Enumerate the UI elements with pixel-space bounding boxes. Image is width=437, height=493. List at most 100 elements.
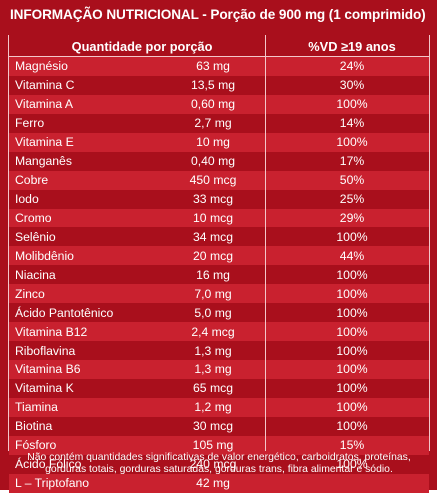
nutrient-vd: 100% — [336, 324, 368, 339]
table-row: Vitamina K 65 mcg 100% — [9, 378, 429, 398]
nutrient-vd: 14% — [339, 116, 365, 131]
table-row: Ferro 2,7 mg 14% — [9, 113, 429, 133]
nutrient-amount: 34 mcg — [193, 229, 233, 244]
nutrient-amount: 1,3 mg — [194, 362, 232, 377]
header-vd: %VD ≥19 anos — [308, 38, 396, 54]
nutrient-amount: 20 mcg — [193, 248, 233, 263]
nutrient-vd: 44% — [339, 248, 365, 263]
table-row: Fósforo 105 mg 15% — [9, 435, 429, 455]
nutrient-vd: 100% — [336, 343, 368, 358]
nutrient-vd: 100% — [336, 400, 368, 415]
nutrient-vd: 15% — [339, 438, 365, 453]
table-row: Molibdênio 20 mcg 44% — [9, 246, 429, 266]
nutrient-vd: 100% — [336, 457, 368, 472]
nutrient-name: Vitamina K — [15, 381, 74, 396]
nutrient-vd: 100% — [336, 267, 368, 282]
table-column-divider — [265, 35, 266, 451]
nutrient-name: Fósforo — [15, 438, 57, 453]
table-row: Manganês 0,40 mg 17% — [9, 151, 429, 171]
nutrient-amount: 7,0 mg — [194, 286, 232, 301]
nutrient-name: Ferro — [15, 116, 45, 131]
table-row: Vitamina E 10 mg 100% — [9, 132, 429, 152]
nutrient-vd: 100% — [336, 305, 368, 320]
table-row: Riboflavina 1,3 mg 100% — [9, 341, 429, 360]
nutrient-name: Cobre — [15, 173, 49, 188]
nutrient-amount: 0,60 mg — [190, 97, 236, 112]
table-row: Niacina 16 mg 100% — [9, 265, 429, 285]
nutrition-title: INFORMAÇÃO NUTRICIONAL - Porção de 900 m… — [10, 7, 426, 22]
nutrition-table: Quantidade por porção %VD ≥19 anos Magné… — [9, 35, 429, 493]
nutrient-vd: 100% — [336, 97, 368, 112]
nutrient-amount: 1,2 mg — [194, 400, 232, 415]
table-row: Zinco 7,0 mg 100% — [9, 284, 429, 304]
nutrient-amount: 2,7 mg — [194, 116, 232, 131]
nutrient-vd: 29% — [339, 210, 365, 225]
nutrient-name: Tiamina — [15, 400, 58, 415]
table-left-border — [8, 35, 9, 451]
table-header-row: Quantidade por porção %VD ≥19 anos — [9, 35, 429, 57]
nutrient-vd: 17% — [339, 154, 365, 169]
nutrient-name: Manganês — [15, 154, 72, 169]
table-row: Cobre 450 mcg 50% — [9, 170, 429, 190]
table-row: Biotina 30 mcg 100% — [9, 416, 429, 436]
nutrient-name: Vitamina C — [15, 78, 75, 93]
nutrient-amount: 1,3 mg — [194, 343, 232, 358]
nutrient-amount: 42 mg — [196, 476, 230, 491]
table-row: Vitamina C 13,5 mg 30% — [9, 75, 429, 95]
nutrient-amount: 2,4 mcg — [191, 324, 235, 339]
nutrient-vd: 30% — [339, 78, 365, 93]
nutrient-name: L – Triptofano — [15, 476, 90, 491]
table-body: Magnésio 63 mg 24% Vitamina C 13,5 mg 30% Vita… — [9, 57, 429, 493]
table-right-border — [429, 35, 430, 451]
nutrient-amount: 63 mg — [196, 59, 230, 74]
nutrient-amount: 10 mcg — [193, 210, 233, 225]
nutrient-name: Ácido Fólico — [15, 457, 82, 472]
table-row: Magnésio 63 mg 24% — [9, 57, 429, 76]
nutrient-name: Riboflavina — [15, 343, 76, 358]
nutrient-name: Niacina — [15, 267, 56, 282]
table-row: Ácido Fólico 240 mcg 100% — [9, 454, 429, 474]
table-row: Ácido Pantotênico 5,0 mg 100% — [9, 303, 429, 323]
nutrient-amount: 105 mg — [192, 438, 234, 453]
nutrient-vd: 24% — [339, 59, 365, 74]
nutrient-name: Selênio — [15, 229, 56, 244]
nutrient-amount: 33 mcg — [193, 192, 233, 207]
header-divider — [8, 56, 430, 57]
nutrient-amount: 240 mcg — [189, 457, 237, 472]
table-row: Tiamina 1,2 mg 100% — [9, 397, 429, 417]
nutrient-vd: 100% — [336, 229, 368, 244]
table-row: Vitamina A 0,60 mg 100% — [9, 94, 429, 114]
nutrient-name: Magnésio — [15, 59, 68, 74]
header-quantity: Quantidade por porção — [71, 38, 213, 54]
nutrient-name: Zinco — [15, 286, 45, 301]
nutrient-amount: 16 mg — [196, 267, 230, 282]
nutrient-vd: 50% — [339, 173, 365, 188]
nutrient-amount: 10 mg — [196, 135, 230, 150]
table-row: Vitamina B12 2,4 mcg 100% — [9, 322, 429, 342]
nutrient-vd: 100% — [336, 419, 368, 434]
nutrient-name: Vitamina E — [15, 135, 74, 150]
table-row: Cromo 10 mcg 29% — [9, 208, 429, 228]
nutrient-name: Vitamina B6 — [15, 362, 81, 377]
nutrient-amount: 30 mcg — [193, 419, 233, 434]
nutrient-name: Vitamina A — [15, 97, 74, 112]
table-row: Iodo 33 mcg 25% — [9, 189, 429, 209]
nutrient-name: Molibdênio — [15, 248, 74, 263]
footnote: Não contém quantidades significativas de… — [27, 452, 411, 476]
table-row: L – Triptofano 42 mg — [9, 473, 429, 493]
nutrient-vd: 100% — [336, 362, 368, 377]
nutrient-amount: 0,40 mg — [190, 154, 236, 169]
nutrient-name: Cromo — [15, 210, 52, 225]
table-row: Selênio 34 mcg 100% — [9, 227, 429, 247]
nutrient-name: Ácido Pantotênico — [15, 305, 114, 320]
nutrient-amount: 5,0 mg — [194, 305, 232, 320]
nutrient-amount: 13,5 mg — [190, 78, 236, 93]
nutrient-amount: 65 mcg — [193, 381, 233, 396]
nutrient-name: Vitamina B12 — [15, 324, 88, 339]
nutrient-vd: 100% — [336, 286, 368, 301]
nutrient-name: Biotina — [15, 419, 53, 434]
nutrient-vd: 25% — [339, 192, 365, 207]
nutrient-amount: 450 mcg — [189, 173, 237, 188]
nutrient-name: Iodo — [15, 192, 39, 207]
